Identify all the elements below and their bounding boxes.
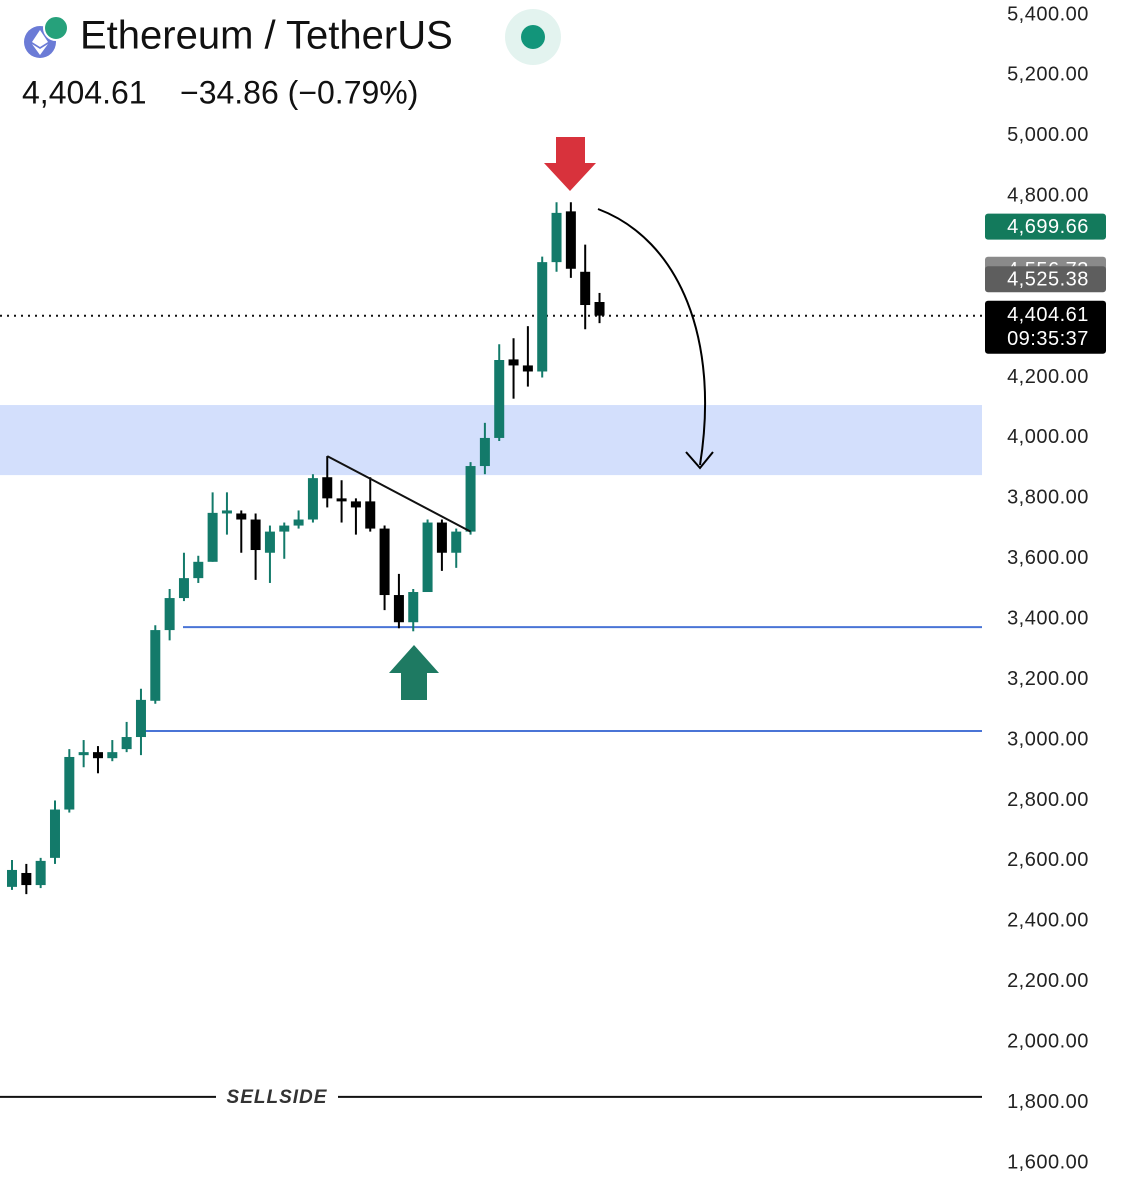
curved-arrow-head	[685, 451, 714, 470]
up-arrow	[389, 645, 439, 700]
candle-body	[465, 466, 476, 532]
candle-body	[64, 756, 75, 810]
last-price-label: 4,404.61	[1007, 304, 1089, 326]
header: Ethereum / TetherUS 4,404.61 −34.86 (−0.…	[22, 9, 561, 110]
candle-body	[307, 478, 318, 520]
candle-body	[250, 519, 261, 551]
candle-body	[236, 513, 247, 520]
y-tick-label: 3,400.00	[1007, 607, 1089, 629]
countdown: 09:35:37	[1007, 328, 1089, 350]
candle-body	[78, 752, 89, 756]
trendline	[326, 455, 472, 533]
pair-title: Ethereum / TetherUS	[80, 14, 453, 58]
candle-body	[565, 211, 576, 269]
y-tick-label: 1,800.00	[1007, 1091, 1089, 1113]
eth-glyph	[32, 30, 48, 55]
y-tick-label: 5,000.00	[1007, 124, 1089, 146]
y-tick-label: 4,000.00	[1007, 426, 1089, 448]
candle-body	[21, 872, 32, 886]
price-label-bg	[985, 213, 1106, 240]
candle-body	[35, 860, 46, 886]
supply-zone	[0, 405, 982, 476]
last-price: 4,404.61	[22, 74, 147, 110]
candle-body	[522, 365, 533, 372]
candle-body	[451, 531, 462, 553]
candle-body	[135, 699, 146, 738]
sellside-label: SELLSIDE	[227, 1087, 328, 1108]
plot: SELLSIDE 1,600.00 1,800.00 2,000.00 2,200.00…	[0, 3, 1106, 1173]
candle-body	[436, 522, 447, 553]
y-tick-label: 2,600.00	[1007, 849, 1089, 871]
candle-body	[322, 477, 333, 499]
tether-icon	[43, 15, 69, 41]
candle-body	[207, 512, 218, 562]
annotations	[389, 137, 714, 700]
y-tick-label: 5,200.00	[1007, 64, 1089, 86]
y-tick-label: 2,200.00	[1007, 970, 1089, 992]
candle-body	[494, 360, 505, 438]
candle-body	[178, 578, 189, 599]
y-tick-label: 3,600.00	[1007, 547, 1089, 569]
candle-body	[365, 501, 376, 529]
curved-arrow	[597, 208, 707, 466]
down-arrow	[544, 137, 596, 191]
candle-body	[580, 271, 591, 306]
price-label: 4,525.38	[1007, 269, 1089, 291]
candle-body	[279, 525, 290, 532]
y-tick-label: 3,200.00	[1007, 668, 1089, 690]
candle-body	[551, 212, 562, 263]
candle-body	[594, 302, 605, 316]
y-tick-label: 2,000.00	[1007, 1030, 1089, 1052]
candle-body	[350, 501, 361, 508]
candle-body	[150, 630, 161, 701]
candle-body	[293, 519, 304, 526]
candle-body	[508, 359, 519, 366]
candle-body	[193, 561, 204, 579]
candle-body	[479, 437, 490, 467]
y-tick-label: 5,400.00	[1007, 3, 1089, 25]
candle-body	[49, 809, 60, 858]
y-tick-label: 4,200.00	[1007, 366, 1089, 388]
status-dot	[521, 25, 545, 49]
price-label-bg	[985, 266, 1106, 293]
candle-body	[164, 598, 175, 631]
candle-body	[537, 262, 548, 372]
candle-body	[264, 531, 275, 553]
y-tick-label: 3,000.00	[1007, 728, 1089, 750]
candle-body	[7, 869, 17, 887]
y-tick-label: 1,600.00	[1007, 1151, 1089, 1173]
candle-body	[422, 522, 433, 593]
y-tick-label: 3,800.00	[1007, 487, 1089, 509]
candle-body	[121, 737, 132, 750]
candle-body	[408, 592, 419, 623]
last-price-bg	[985, 300, 1106, 354]
price-change: −34.86 (−0.79%)	[180, 74, 418, 110]
y-tick-label: 2,800.00	[1007, 789, 1089, 811]
y-tick-label: 4,800.00	[1007, 185, 1089, 207]
candle-body	[107, 752, 118, 759]
candle-body	[92, 752, 103, 759]
candle-body	[221, 510, 232, 514]
candle-body	[393, 595, 404, 623]
candle-body	[336, 498, 347, 502]
y-tick-label: 2,400.00	[1007, 910, 1089, 932]
price-label: 4,699.66	[1007, 216, 1089, 238]
candle-body	[379, 528, 390, 596]
